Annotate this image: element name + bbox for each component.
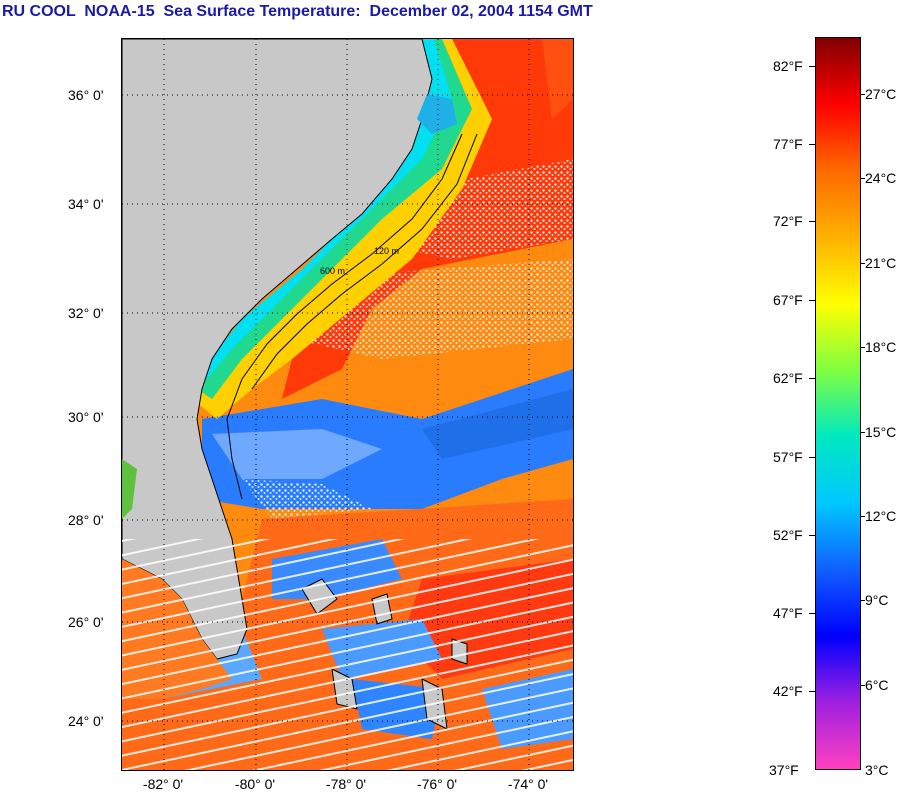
colorbar-tick	[809, 613, 815, 614]
longitude-label: -78° 0'	[325, 776, 367, 792]
latitude-label: 28° 0'	[68, 512, 104, 528]
fahrenheit-label: 37°F	[769, 762, 799, 778]
longitude-label: -80° 0'	[234, 776, 276, 792]
sst-map: 120 m 600 m	[121, 38, 574, 771]
colorbar-tick	[860, 516, 865, 517]
latitude-label: 32° 0'	[68, 305, 104, 321]
latitude-label: 30° 0'	[68, 409, 104, 425]
fahrenheit-label: 67°F	[773, 292, 803, 308]
colorbar-tick	[809, 535, 815, 536]
fahrenheit-label: 62°F	[773, 370, 803, 386]
colorbar-tick	[860, 347, 865, 348]
colorbar-tick	[860, 263, 865, 264]
fahrenheit-label: 82°F	[773, 58, 803, 74]
colorbar-tick	[809, 300, 815, 301]
fahrenheit-label: 57°F	[773, 449, 803, 465]
celsius-label: 21°C	[865, 255, 897, 271]
latitude-label: 26° 0'	[68, 614, 104, 630]
fahrenheit-label: 77°F	[773, 136, 803, 152]
latitude-label: 34° 0'	[68, 196, 104, 212]
fahrenheit-label: 72°F	[773, 213, 803, 229]
celsius-label: 9°C	[865, 592, 889, 608]
colorbar-tick	[809, 144, 815, 145]
sst-map-image: 120 m 600 m	[122, 39, 573, 770]
celsius-label: 12°C	[865, 508, 897, 524]
longitude-label: -76° 0'	[416, 776, 458, 792]
colorbar-tick	[860, 432, 865, 433]
longitude-label: -82° 0'	[142, 776, 184, 792]
colorbar-tick	[809, 378, 815, 379]
colorbar-tick	[860, 600, 865, 601]
celsius-label: 3°C	[865, 762, 889, 778]
colorbar-tick	[860, 685, 865, 686]
latitude-label: 36° 0'	[68, 87, 104, 103]
colorbar-tick	[860, 94, 865, 95]
celsius-label: 15°C	[865, 424, 897, 440]
colorbar-tick	[809, 221, 815, 222]
fahrenheit-label: 52°F	[773, 527, 803, 543]
fahrenheit-label: 47°F	[773, 605, 803, 621]
temperature-colorbar	[815, 37, 861, 770]
celsius-label: 6°C	[865, 677, 889, 693]
longitude-label: -74° 0'	[507, 776, 549, 792]
celsius-label: 27°C	[865, 86, 897, 102]
celsius-label: 24°C	[865, 170, 897, 186]
isobath-label-120m: 120 m	[374, 246, 399, 256]
latitude-label: 24° 0'	[68, 713, 104, 729]
colorbar-tick	[809, 457, 815, 458]
colorbar-tick	[809, 66, 815, 67]
fahrenheit-label: 42°F	[773, 683, 803, 699]
isobath-label-600m: 600 m	[320, 266, 345, 276]
colorbar-tick	[860, 178, 865, 179]
map-title: RU COOL NOAA-15 Sea Surface Temperature:…	[2, 3, 593, 20]
celsius-label: 18°C	[865, 339, 897, 355]
colorbar-tick	[809, 691, 815, 692]
